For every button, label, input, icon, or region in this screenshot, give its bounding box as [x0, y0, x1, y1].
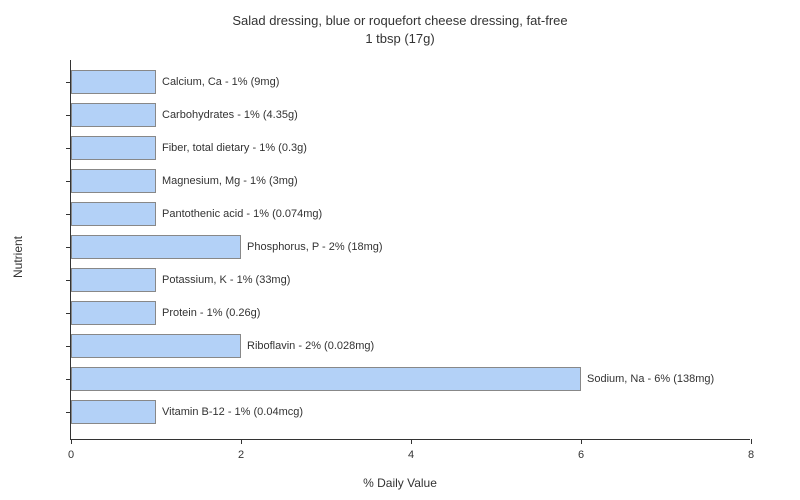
bar-label: Pantothenic acid - 1% (0.074mg)	[156, 202, 322, 226]
x-tick	[581, 439, 582, 444]
plot-area: 02468Calcium, Ca - 1% (9mg)Carbohydrates…	[70, 60, 750, 440]
chart-container: Salad dressing, blue or roquefort cheese…	[0, 0, 800, 500]
x-tick-label: 0	[68, 449, 74, 461]
y-tick	[66, 247, 71, 248]
y-tick	[66, 82, 71, 83]
bar-label: Magnesium, Mg - 1% (3mg)	[156, 169, 298, 193]
bar-label: Sodium, Na - 6% (138mg)	[581, 367, 714, 391]
x-tick-label: 2	[238, 449, 244, 461]
y-tick	[66, 346, 71, 347]
title-line-1: Salad dressing, blue or roquefort cheese…	[232, 13, 567, 28]
bar	[71, 103, 156, 127]
bar	[71, 169, 156, 193]
y-tick	[66, 412, 71, 413]
y-tick	[66, 214, 71, 215]
x-tick	[411, 439, 412, 444]
x-tick-label: 4	[408, 449, 414, 461]
x-tick-label: 8	[748, 449, 754, 461]
bar-label: Calcium, Ca - 1% (9mg)	[156, 70, 279, 94]
y-tick	[66, 379, 71, 380]
bar-label: Riboflavin - 2% (0.028mg)	[241, 334, 374, 358]
bar	[71, 301, 156, 325]
y-tick	[66, 148, 71, 149]
chart-title: Salad dressing, blue or roquefort cheese…	[0, 0, 800, 48]
y-tick	[66, 115, 71, 116]
x-axis-label: % Daily Value	[363, 476, 437, 490]
bar-label: Fiber, total dietary - 1% (0.3g)	[156, 136, 307, 160]
y-tick	[66, 181, 71, 182]
y-tick	[66, 313, 71, 314]
bar-label: Carbohydrates - 1% (4.35g)	[156, 103, 298, 127]
bar-label: Potassium, K - 1% (33mg)	[156, 268, 290, 292]
x-tick-label: 6	[578, 449, 584, 461]
bar	[71, 202, 156, 226]
x-tick	[241, 439, 242, 444]
bar	[71, 235, 241, 259]
x-tick	[751, 439, 752, 444]
bar	[71, 400, 156, 424]
y-axis-label: Nutrient	[11, 236, 25, 278]
bar	[71, 136, 156, 160]
bar	[71, 268, 156, 292]
bar-label: Phosphorus, P - 2% (18mg)	[241, 235, 383, 259]
bar	[71, 334, 241, 358]
title-line-2: 1 tbsp (17g)	[365, 31, 434, 46]
bar-label: Protein - 1% (0.26g)	[156, 301, 260, 325]
y-tick	[66, 280, 71, 281]
bar-label: Vitamin B-12 - 1% (0.04mcg)	[156, 400, 303, 424]
bar	[71, 70, 156, 94]
x-tick	[71, 439, 72, 444]
bar	[71, 367, 581, 391]
